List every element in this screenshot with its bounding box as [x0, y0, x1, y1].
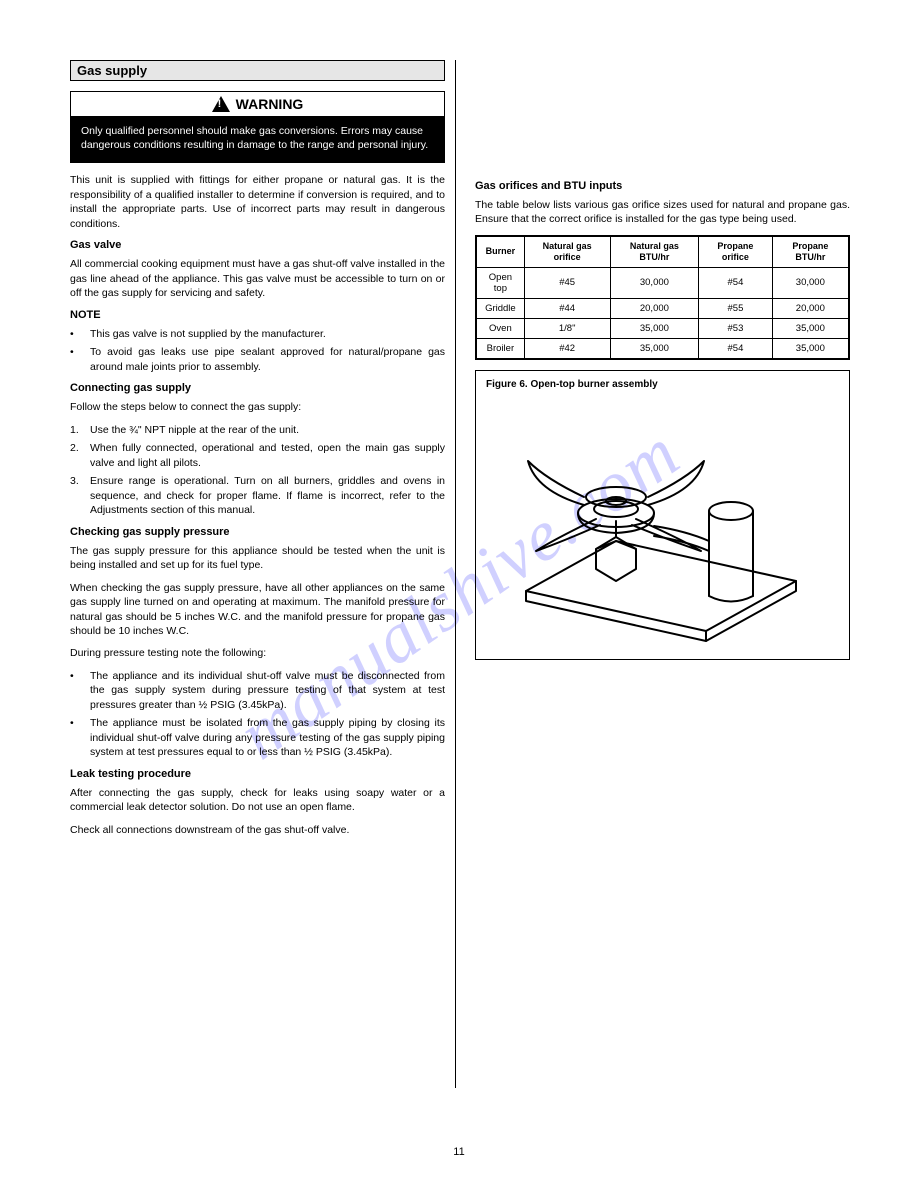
table-cell: #54 [699, 267, 772, 298]
note-item-1: This gas valve is not supplied by the ma… [90, 327, 326, 341]
table-cell: #55 [699, 298, 772, 318]
list-item: 1. Use the ¾" NPT nipple at the rear of t… [70, 423, 445, 437]
pressure-item-2: The appliance must be isolated from the … [90, 716, 445, 759]
table-cell: #42 [524, 338, 610, 358]
leak-p1: After connecting the gas supply, check f… [70, 786, 445, 815]
table-cell: Open top [477, 267, 525, 298]
table-cell: 30,000 [610, 267, 699, 298]
list-item: •The appliance must be isolated from the… [70, 716, 445, 759]
table-cell: 20,000 [610, 298, 699, 318]
inputs-paragraph: The table below lists various gas orific… [475, 198, 850, 227]
table-body: Open top #45 30,000 #54 30,000 Griddle #… [477, 267, 849, 358]
bullet: • [70, 327, 84, 341]
table-row: Griddle #44 20,000 #55 20,000 [477, 298, 849, 318]
warning-header: WARNING [71, 92, 444, 116]
leak-heading: Leak testing procedure [70, 768, 445, 780]
table-cell: Griddle [477, 298, 525, 318]
table-cell: 35,000 [610, 318, 699, 338]
pressure-heading: Checking gas supply pressure [70, 526, 445, 538]
intro-paragraph: This unit is supplied with fittings for … [70, 173, 445, 231]
bullet: • [70, 345, 84, 374]
connect-intro: Follow the steps below to connect the ga… [70, 400, 445, 414]
table-cell: #44 [524, 298, 610, 318]
burner-diagram-icon [496, 401, 826, 651]
list-item: • This gas valve is not supplied by the m… [70, 327, 445, 341]
list-item: 2.When fully connected, operational and … [70, 441, 445, 470]
pressure-item-1: The appliance and its individual shut-of… [90, 669, 445, 712]
list-item: 3.Ensure range is operational. Turn on a… [70, 474, 445, 517]
col-nat-btu: Natural gas BTU/hr [610, 236, 699, 267]
table-cell: 35,000 [772, 318, 848, 338]
table-row: Broiler #42 35,000 #54 35,000 [477, 338, 849, 358]
col-burner: Burner [477, 236, 525, 267]
leak-p2: Check all connections downstream of the … [70, 823, 445, 837]
warning-body-text: Only qualified personnel should make gas… [71, 116, 444, 162]
step-number: 3. [70, 474, 84, 517]
table-cell: 20,000 [772, 298, 848, 318]
table-row: Oven 1/8" 35,000 #53 35,000 [477, 318, 849, 338]
note-list: • This gas valve is not supplied by the m… [70, 327, 445, 374]
step-number: 1. [70, 423, 84, 437]
table-row: Open top #45 30,000 #54 30,000 [477, 267, 849, 298]
table-cell: 30,000 [772, 267, 848, 298]
bullet: • [70, 716, 84, 759]
note-item-2: To avoid gas leaks use pipe sealant appr… [90, 345, 445, 374]
col-nat-orifice: Natural gas orifice [524, 236, 610, 267]
table-head: Burner Natural gas orifice Natural gas B… [477, 236, 849, 267]
connect-step-1: Use the ¾" NPT nipple at the rear of the… [90, 423, 299, 437]
pressure-list: •The appliance and its individual shut-o… [70, 669, 445, 760]
table-cell: Broiler [477, 338, 525, 358]
list-item: •To avoid gas leaks use pipe sealant app… [70, 345, 445, 374]
table-cell: 1/8" [524, 318, 610, 338]
connect-list: 1. Use the ¾" NPT nipple at the rear of t… [70, 423, 445, 518]
connect-step-3: Ensure range is operational. Turn on all… [90, 474, 445, 517]
left-column: Gas supply WARNING Only qualified person… [70, 60, 445, 845]
figure-caption: Figure 6. Open-top burner assembly [486, 379, 658, 390]
orifice-table: Burner Natural gas orifice Natural gas B… [476, 236, 849, 359]
table-header-row: Burner Natural gas orifice Natural gas B… [477, 236, 849, 267]
step-number: 2. [70, 441, 84, 470]
page-number: 11 [0, 1146, 918, 1158]
note-heading: NOTE [70, 309, 445, 321]
page: manualshive.com Gas supply WARNING Only … [0, 0, 918, 1188]
gas-valve-paragraph: All commercial cooking equipment must ha… [70, 257, 445, 300]
warning-heading-text: WARNING [236, 96, 304, 112]
pressure-p2: When checking the gas supply pressure, h… [70, 581, 445, 639]
bullet: • [70, 669, 84, 712]
table-cell: #45 [524, 267, 610, 298]
gas-valve-heading: Gas valve [70, 239, 445, 251]
orifice-table-wrap: Burner Natural gas orifice Natural gas B… [475, 235, 850, 360]
inputs-heading: Gas orifices and BTU inputs [475, 180, 850, 192]
column-divider [455, 60, 456, 1088]
col-prop-btu: Propane BTU/hr [772, 236, 848, 267]
section-heading-bar: Gas supply [70, 60, 445, 81]
pressure-p3: During pressure testing note the followi… [70, 646, 445, 660]
table-cell: 35,000 [772, 338, 848, 358]
figure-box: Figure 6. Open-top burner assembly [475, 370, 850, 660]
table-cell: #54 [699, 338, 772, 358]
table-cell: 35,000 [610, 338, 699, 358]
col-prop-orifice: Propane orifice [699, 236, 772, 267]
connect-heading: Connecting gas supply [70, 382, 445, 394]
warning-triangle-icon [212, 96, 230, 112]
list-item: •The appliance and its individual shut-o… [70, 669, 445, 712]
connect-step-2: When fully connected, operational and te… [90, 441, 445, 470]
pressure-p1: The gas supply pressure for this applian… [70, 544, 445, 573]
table-cell: Oven [477, 318, 525, 338]
right-column: Gas orifices and BTU inputs The table be… [475, 60, 850, 660]
warning-box: WARNING Only qualified personnel should … [70, 91, 445, 163]
table-cell: #53 [699, 318, 772, 338]
